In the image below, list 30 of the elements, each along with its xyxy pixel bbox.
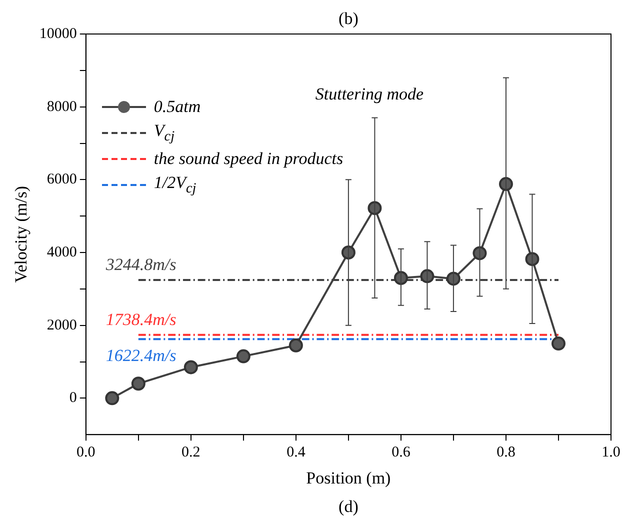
point xyxy=(236,349,250,364)
y-axis-title: Velocity (m/s) xyxy=(12,186,31,283)
x-tick-label: 0.6 xyxy=(392,444,411,461)
data-label: 1622.4m/s xyxy=(106,346,177,366)
x-tick-label: 1.0 xyxy=(602,444,620,461)
y-tick-label: 10000 xyxy=(39,26,77,42)
data-label: 1738.4m/s xyxy=(106,310,177,329)
x-tick-label: 0.0 xyxy=(76,444,96,461)
x-tick-label: 0.2 xyxy=(182,444,200,461)
point xyxy=(184,360,198,374)
text: (d) xyxy=(338,496,358,516)
y-tick-label: 0 xyxy=(69,390,77,406)
text: (b) xyxy=(338,8,358,28)
x-axis-title: Position (m) xyxy=(306,468,391,488)
data-label: 3244.8m/s xyxy=(104,255,177,274)
y-tick-label: 8000 xyxy=(46,98,77,115)
legend-label: V$_{cj}$ xyxy=(154,120,174,146)
point xyxy=(288,338,303,352)
legend-label: 0.5atm xyxy=(154,97,201,117)
y-tick-label: 2000 xyxy=(46,317,77,334)
annotation: Stuttering mode xyxy=(315,84,424,104)
point xyxy=(551,336,566,351)
y-tick-label: 6000 xyxy=(46,172,77,188)
point xyxy=(105,391,120,406)
point xyxy=(131,376,146,391)
y-tick-label: 4000 xyxy=(46,244,77,260)
legend-label: 1/2V$_{cj}$ xyxy=(154,172,196,198)
x-tick-label: 0.4 xyxy=(286,444,306,461)
legend-label: the sound speed in products xyxy=(154,149,344,169)
x-tick-label: 0.8 xyxy=(496,444,516,461)
